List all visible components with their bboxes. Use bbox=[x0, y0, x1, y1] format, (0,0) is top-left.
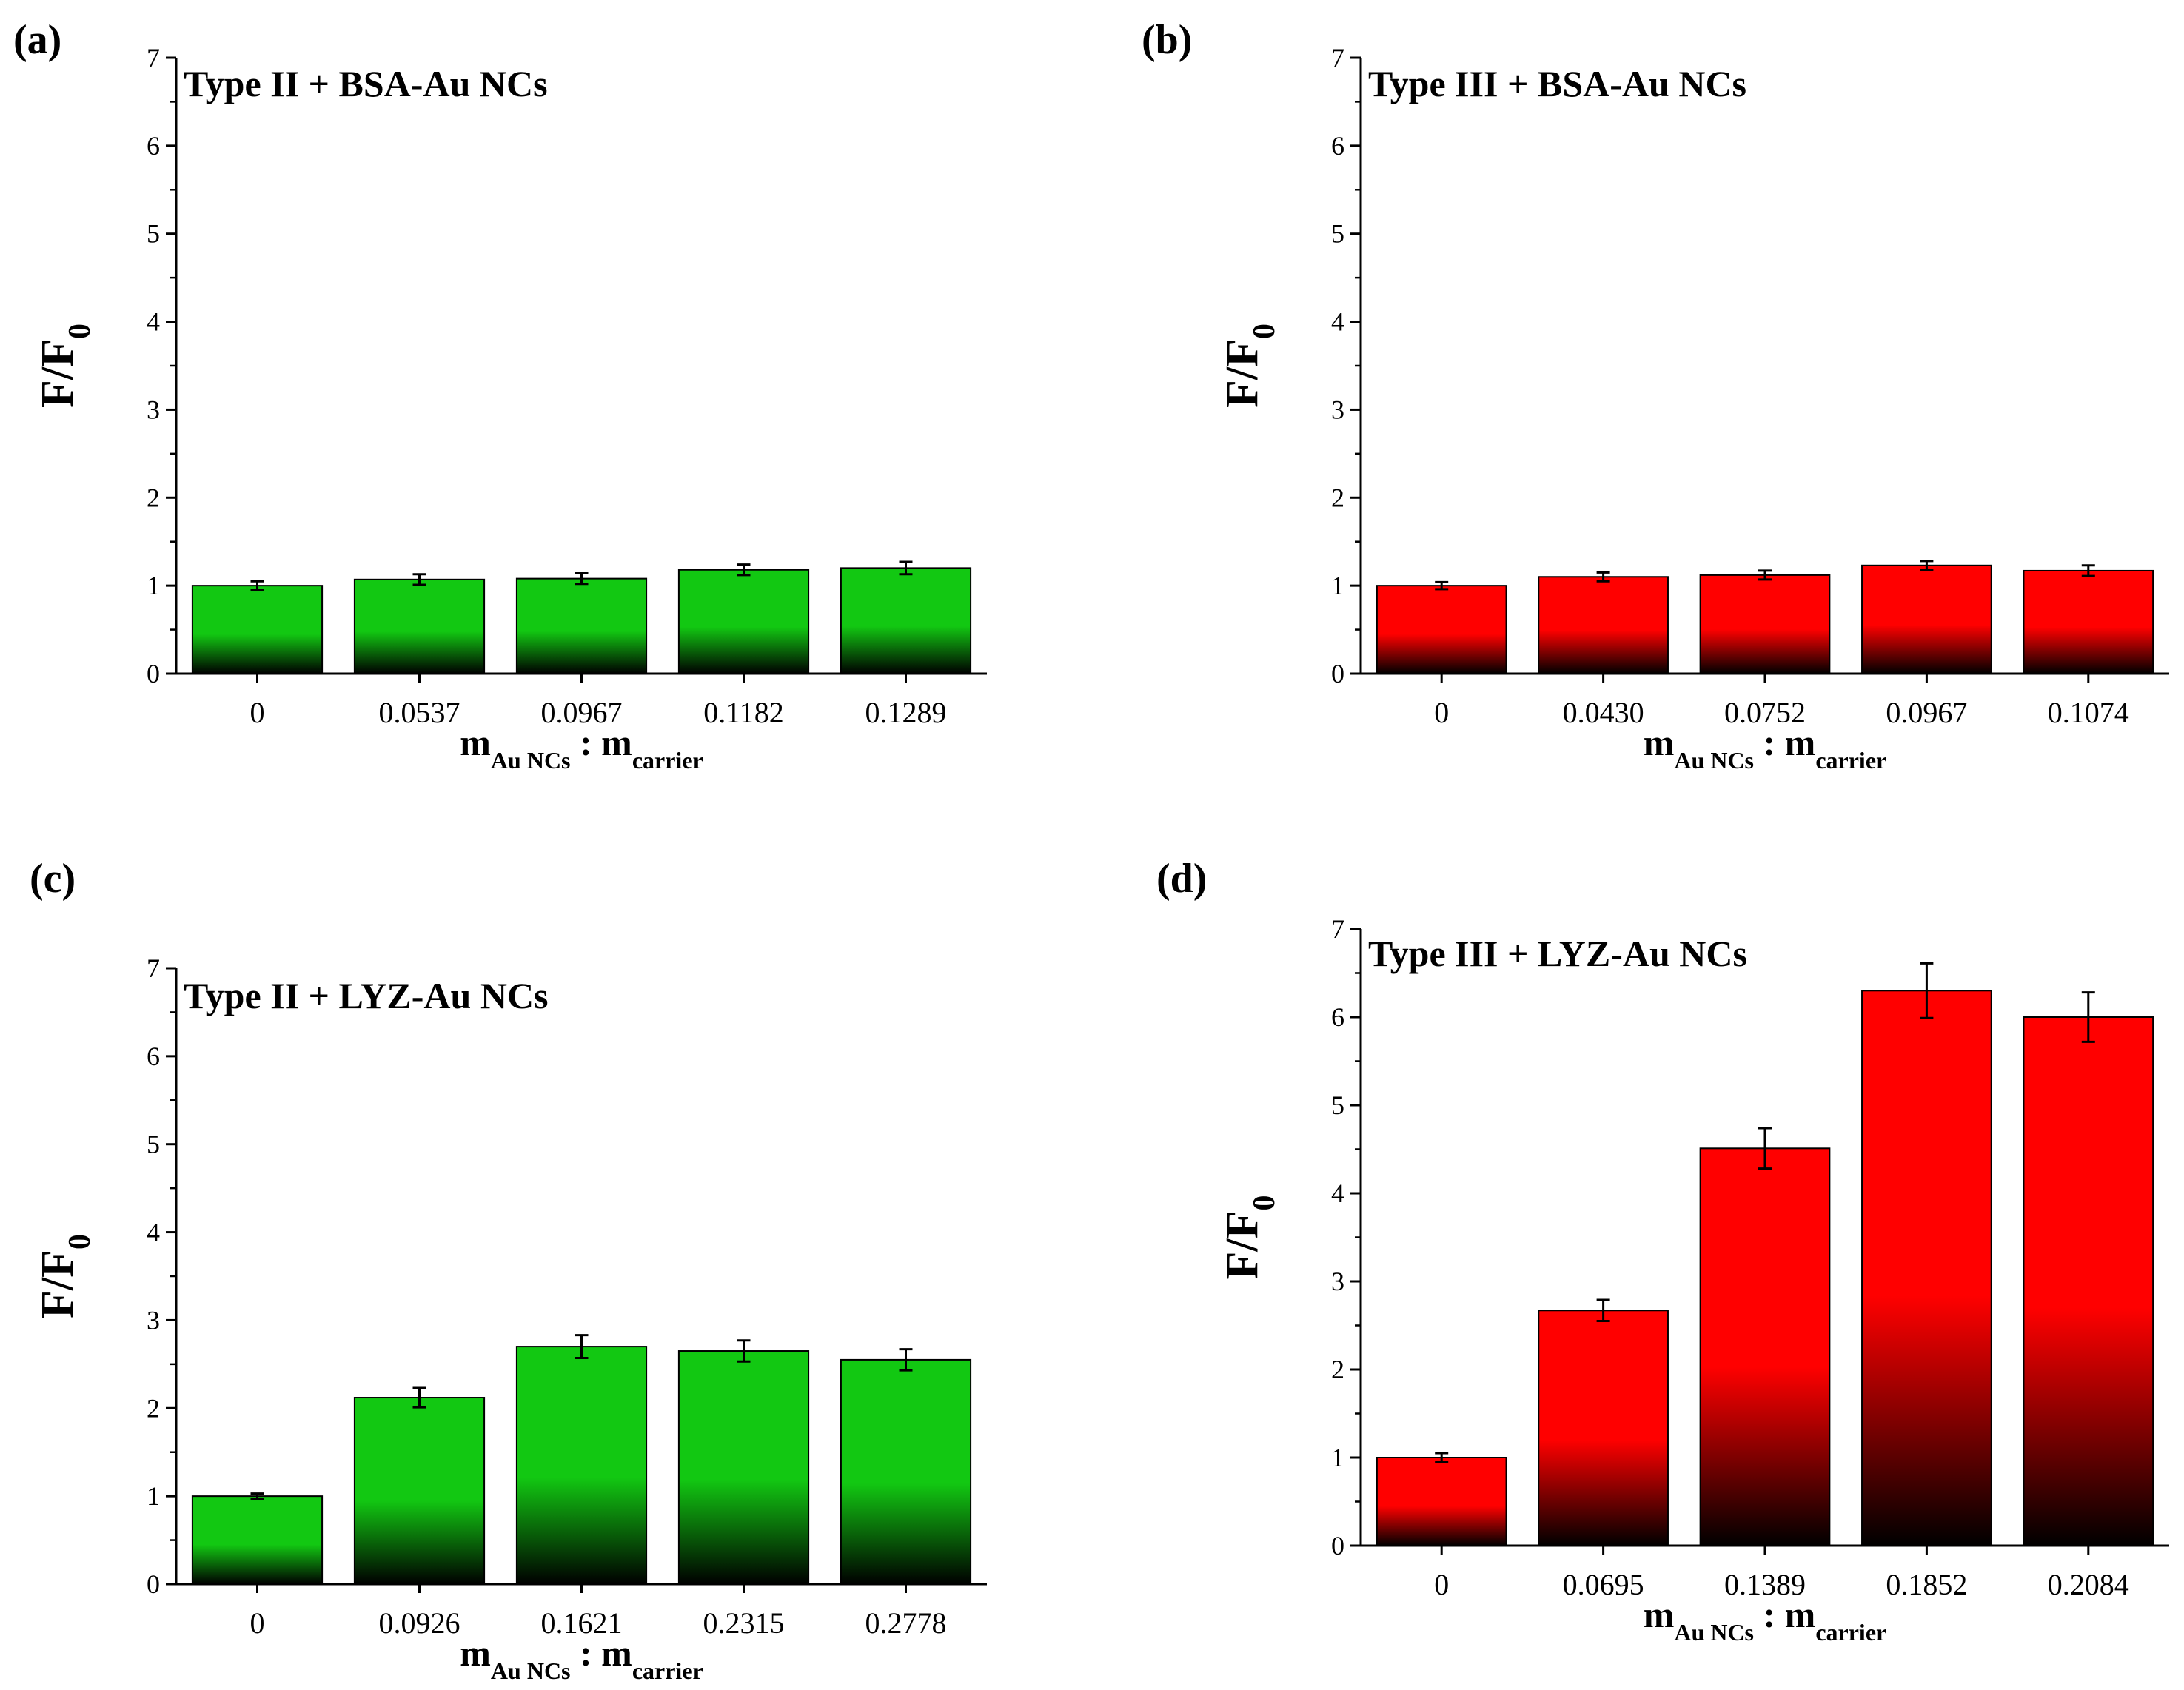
y-tick-label: 6 bbox=[147, 131, 160, 161]
x-tick-label: 0.2315 bbox=[703, 1606, 785, 1640]
y-tick-label: 6 bbox=[147, 1042, 160, 1071]
x-tick-label: 0 bbox=[250, 696, 265, 729]
y-tick-label: 7 bbox=[147, 43, 160, 73]
x-tick-label: 0.1852 bbox=[1886, 1568, 1967, 1601]
y-tick-label: 7 bbox=[1331, 914, 1344, 944]
bar bbox=[1861, 990, 1992, 1547]
x-tick-label: 0.0967 bbox=[1886, 696, 1967, 729]
y-tick-label: 2 bbox=[1331, 483, 1344, 512]
bar bbox=[515, 1346, 648, 1585]
y-tick-label: 3 bbox=[1331, 1267, 1344, 1296]
bar bbox=[2023, 569, 2154, 674]
y-tick-label: 5 bbox=[1331, 219, 1344, 249]
x-tick-label: 0.0926 bbox=[379, 1606, 460, 1640]
y-tick-label: 4 bbox=[147, 1218, 160, 1247]
bar bbox=[1376, 1457, 1507, 1546]
bar bbox=[840, 567, 972, 674]
y-tick-label: 4 bbox=[1331, 307, 1344, 337]
y-tick-label: 5 bbox=[147, 1130, 160, 1159]
x-tick-label: 0.1182 bbox=[703, 696, 784, 729]
y-tick-label: 7 bbox=[147, 953, 160, 983]
panel-label: (a) bbox=[13, 17, 61, 63]
bar bbox=[1699, 574, 1831, 674]
panel-c: (c) 0 1 2 3 4 5 6 7 Type II + LYZ-Au NCs 0 0.0926 0.… bbox=[30, 856, 987, 1684]
bar bbox=[191, 1495, 324, 1585]
x-tick-label: 0.0430 bbox=[1563, 696, 1644, 729]
bar bbox=[1861, 564, 1992, 675]
y-tick-label: 3 bbox=[147, 395, 160, 424]
y-tick-label: 1 bbox=[1331, 571, 1344, 600]
bar bbox=[2023, 1016, 2154, 1546]
y-tick-label: 6 bbox=[1331, 1002, 1344, 1032]
chart-title: Type III + BSA-Au NCs bbox=[1368, 63, 1746, 104]
y-axis-label: F/F0 bbox=[1217, 1196, 1282, 1280]
x-tick-label: 0.0967 bbox=[541, 696, 623, 729]
x-tick-label: 0.1389 bbox=[1724, 1568, 1806, 1601]
y-tick-label: 1 bbox=[147, 1481, 160, 1511]
x-tick-label: 0.1289 bbox=[865, 696, 947, 729]
bar bbox=[515, 577, 648, 674]
x-tick-label: 0 bbox=[1434, 696, 1449, 729]
y-tick-label: 4 bbox=[147, 307, 160, 337]
bar bbox=[1538, 576, 1669, 674]
x-tick-label: 0.2778 bbox=[865, 1606, 947, 1640]
chart-title: Type III + LYZ-Au NCs bbox=[1368, 933, 1747, 974]
y-tick-label: 0 bbox=[1331, 1531, 1344, 1560]
y-axis-label: F/F0 bbox=[33, 323, 97, 408]
x-tick-label: 0.0752 bbox=[1724, 696, 1806, 729]
x-tick-label: 0 bbox=[1434, 1568, 1449, 1601]
bar bbox=[677, 569, 810, 675]
panel-b: (b) 0 1 2 3 4 5 6 7 Type III + BSA-Au NCs 0 0.0430 0… bbox=[1142, 17, 2169, 774]
y-tick-label: 4 bbox=[1331, 1178, 1344, 1208]
y-tick-label: 6 bbox=[1331, 131, 1344, 161]
chart-title: Type II + LYZ-Au NCs bbox=[184, 975, 549, 1016]
bar bbox=[1538, 1310, 1669, 1547]
y-tick-label: 0 bbox=[147, 1569, 160, 1599]
chart-title: Type II + BSA-Au NCs bbox=[184, 63, 548, 104]
bar bbox=[353, 1397, 486, 1585]
x-tick-label: 0.1621 bbox=[541, 1606, 623, 1640]
x-tick-label: 0.0695 bbox=[1563, 1568, 1644, 1601]
x-tick-label: 0.2084 bbox=[2048, 1568, 2129, 1601]
x-tick-label: 0.0537 bbox=[379, 696, 460, 729]
x-axis-label: mAu NCs : mcarrier bbox=[1644, 1594, 1886, 1646]
y-tick-label: 5 bbox=[147, 219, 160, 249]
bar bbox=[1699, 1147, 1831, 1547]
panel-d: (d) 0 1 2 3 4 5 6 7 Type III + LYZ-Au NCs 0 0.0695 0… bbox=[1156, 856, 2169, 1646]
y-tick-label: 1 bbox=[1331, 1443, 1344, 1472]
panel-label: (c) bbox=[30, 856, 76, 902]
y-tick-label: 7 bbox=[1331, 43, 1344, 73]
bar bbox=[840, 1358, 972, 1586]
x-axis-label: mAu NCs : mcarrier bbox=[460, 722, 703, 774]
y-tick-label: 1 bbox=[147, 571, 160, 600]
y-tick-label: 0 bbox=[1331, 659, 1344, 688]
y-tick-label: 0 bbox=[147, 659, 160, 688]
panel-label: (d) bbox=[1156, 856, 1207, 902]
x-tick-label: 0 bbox=[250, 1606, 265, 1640]
y-tick-label: 3 bbox=[147, 1305, 160, 1335]
y-axis-label: F/F0 bbox=[33, 1234, 97, 1318]
x-axis-label: mAu NCs : mcarrier bbox=[1644, 722, 1886, 774]
panel-a: (a) 0 1 2 3 4 5 6 7 Type II + BSA-Au NCs 0 0.0537 0.… bbox=[13, 17, 987, 774]
bar bbox=[353, 578, 486, 675]
y-axis-label: F/F0 bbox=[1217, 323, 1282, 408]
panel-label: (b) bbox=[1142, 17, 1192, 63]
bar bbox=[1376, 585, 1507, 675]
y-tick-label: 2 bbox=[147, 1393, 160, 1423]
bar bbox=[677, 1350, 810, 1585]
y-tick-label: 2 bbox=[147, 483, 160, 512]
y-tick-label: 2 bbox=[1331, 1355, 1344, 1384]
x-axis-label: mAu NCs : mcarrier bbox=[460, 1632, 703, 1684]
bar bbox=[191, 585, 324, 675]
y-tick-label: 3 bbox=[1331, 395, 1344, 424]
y-tick-label: 5 bbox=[1331, 1090, 1344, 1120]
x-tick-label: 0.1074 bbox=[2048, 696, 2129, 729]
